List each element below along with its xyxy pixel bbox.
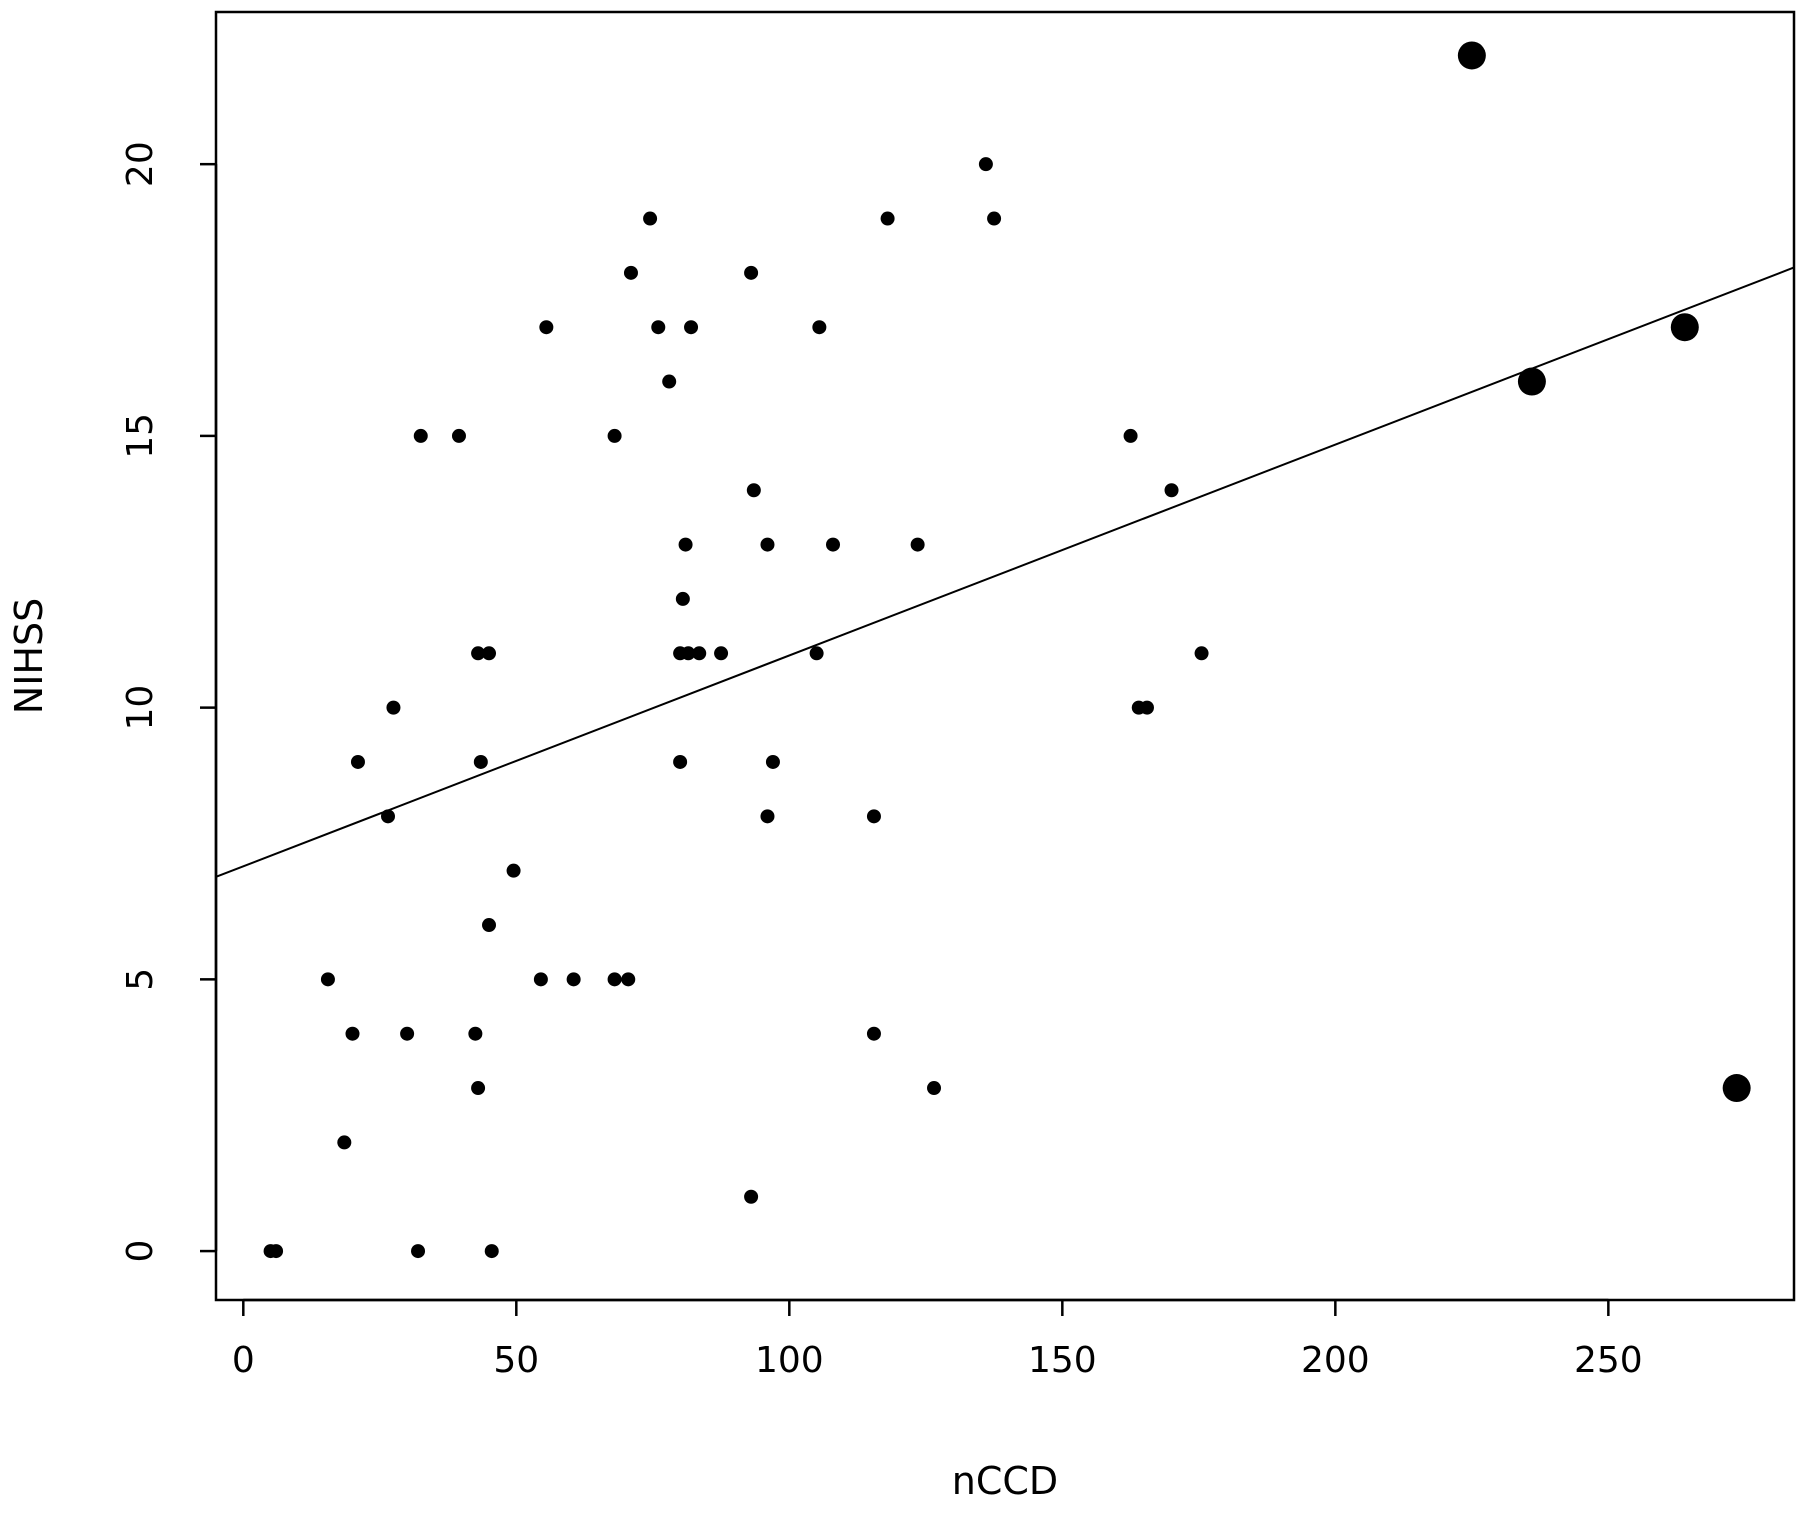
data-point [471, 646, 486, 661]
data-point [1194, 646, 1209, 661]
data-point [337, 1135, 352, 1150]
data-point [760, 809, 775, 824]
y-axis-title: NIHSS [7, 598, 51, 714]
x-axis: 0 50 100 150 200 250 [232, 1298, 1643, 1381]
data-point [607, 428, 622, 443]
data-point [760, 537, 775, 552]
data-point [533, 972, 548, 987]
data-point [484, 1244, 499, 1259]
data-point [1139, 700, 1154, 715]
data-point [607, 972, 622, 987]
data-point [471, 1081, 486, 1096]
x-tick-label: 150 [1028, 1340, 1097, 1381]
data-point [826, 537, 841, 552]
data-point [744, 265, 759, 280]
data-point [662, 374, 677, 389]
data-point [1164, 483, 1179, 498]
data-point [623, 265, 638, 280]
x-tick-label: 50 [493, 1340, 539, 1381]
data-point [651, 320, 666, 335]
data-point [473, 754, 488, 769]
highlighted-data-point [1722, 1074, 1751, 1103]
regression-line-group [216, 266, 1794, 878]
data-point [673, 754, 688, 769]
data-point [350, 754, 365, 769]
data-point [681, 646, 696, 661]
data-point [539, 320, 554, 335]
data-point [744, 1189, 759, 1204]
data-point [643, 211, 658, 226]
x-axis-title: nCCD [952, 1459, 1058, 1503]
highlighted-data-point [1670, 313, 1699, 342]
regression-line [216, 266, 1794, 878]
data-point [866, 809, 881, 824]
data-point [1123, 428, 1138, 443]
data-point [927, 1081, 942, 1096]
data-point [269, 1244, 284, 1259]
data-point [566, 972, 581, 987]
y-tick-label: 20 [120, 141, 161, 187]
data-point [468, 1026, 483, 1041]
data-point [678, 537, 693, 552]
data-point [675, 591, 690, 606]
data-point [621, 972, 636, 987]
data-point [380, 809, 395, 824]
data-point [451, 428, 466, 443]
y-tick-label: 10 [120, 685, 161, 731]
data-point [978, 157, 993, 172]
x-tick-label: 0 [232, 1340, 255, 1381]
data-point [880, 211, 895, 226]
data-point [345, 1026, 360, 1041]
data-point [765, 754, 780, 769]
data-point [684, 320, 699, 335]
data-point [910, 537, 925, 552]
data-point [506, 863, 521, 878]
data-point [714, 646, 729, 661]
data-point [987, 211, 1002, 226]
y-tick-label: 5 [120, 968, 161, 991]
y-tick-label: 15 [120, 413, 161, 459]
data-point [386, 700, 401, 715]
data-point [482, 646, 497, 661]
data-point [413, 428, 428, 443]
y-tick-label: 0 [120, 1240, 161, 1263]
data-point [692, 646, 707, 661]
highlighted-data-point [1457, 41, 1486, 70]
x-tick-label: 200 [1301, 1340, 1370, 1381]
data-point [746, 483, 761, 498]
data-point [411, 1244, 426, 1259]
data-point [809, 646, 824, 661]
x-tick-label: 250 [1574, 1340, 1643, 1381]
data-point [400, 1026, 415, 1041]
data-point [320, 972, 335, 987]
data-point [812, 320, 827, 335]
data-points [263, 41, 1751, 1259]
data-point [866, 1026, 881, 1041]
data-point [482, 918, 497, 933]
highlighted-data-point [1517, 367, 1546, 396]
plot-frame [214, 10, 1796, 1302]
x-tick-label: 100 [755, 1340, 824, 1381]
y-axis: 0 5 10 15 20 [120, 141, 218, 1263]
